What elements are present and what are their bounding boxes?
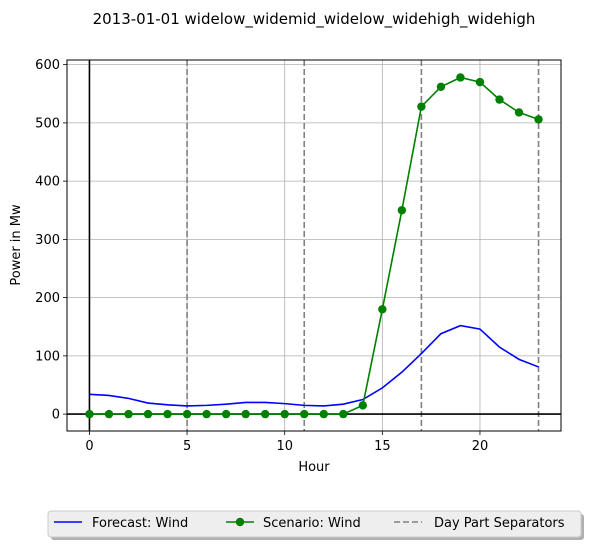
legend-label-separators: Day Part Separators (434, 516, 565, 531)
data-point-scenario (260, 409, 270, 419)
legend-label-scenario: Scenario: Wind (263, 516, 361, 531)
data-point-scenario (104, 409, 114, 419)
data-point-scenario (417, 102, 426, 111)
y-tick-label: 600 (35, 58, 60, 73)
data-point-scenario (280, 409, 289, 419)
data-point-scenario (378, 305, 387, 314)
data-point-scenario (319, 409, 328, 419)
series-layer (85, 73, 543, 419)
grid (67, 60, 561, 431)
x-tick-label: 20 (472, 439, 489, 454)
data-point-scenario (436, 82, 446, 91)
y-tick-label: 400 (35, 175, 60, 190)
y-tick-label: 200 (35, 291, 60, 306)
x-tick-label: 15 (374, 439, 391, 454)
data-point-scenario (182, 409, 192, 419)
y-tick-label: 500 (35, 116, 60, 131)
data-point-scenario (456, 73, 465, 82)
x-tick-label: 10 (276, 439, 293, 454)
data-point-scenario (241, 409, 250, 419)
data-point-scenario (163, 409, 172, 419)
y-tick-label: 100 (35, 349, 60, 364)
y-tick-label: 0 (52, 408, 60, 423)
legend: Forecast: Wind Scenario: Wind Day Part S… (47, 510, 584, 540)
series-line-scenario (89, 76, 539, 415)
data-point-scenario (221, 409, 231, 419)
data-point-scenario (202, 409, 211, 419)
x-tick-label: 5 (183, 439, 191, 454)
legend-label-forecast: Forecast: Wind (92, 516, 188, 531)
data-point-scenario (397, 206, 407, 215)
data-point-scenario (534, 115, 543, 124)
y-tick-label: 300 (35, 233, 60, 248)
data-point-scenario (143, 409, 153, 419)
day-part-separators (186, 60, 540, 431)
data-point-scenario (124, 409, 133, 419)
data-point-scenario (300, 409, 309, 419)
x-tick-label: 0 (85, 439, 93, 454)
legend-swatch-scenario-marker (235, 517, 245, 527)
data-point-scenario (514, 108, 524, 117)
data-point-scenario (358, 401, 368, 410)
y-axis-label: Power in Mw (9, 204, 24, 286)
data-point-scenario (495, 95, 504, 104)
plot-frame (66, 59, 562, 432)
data-point-scenario (85, 409, 94, 419)
legend-box (47, 510, 582, 538)
x-axis-label: Hour (298, 460, 330, 475)
data-point-scenario (475, 77, 485, 87)
chart-title: 2013-01-01 widelow_widemid_widelow_wideh… (93, 10, 536, 29)
series-line-forecast (89, 324, 539, 407)
reference-lines (67, 60, 561, 431)
data-point-scenario (339, 409, 348, 419)
